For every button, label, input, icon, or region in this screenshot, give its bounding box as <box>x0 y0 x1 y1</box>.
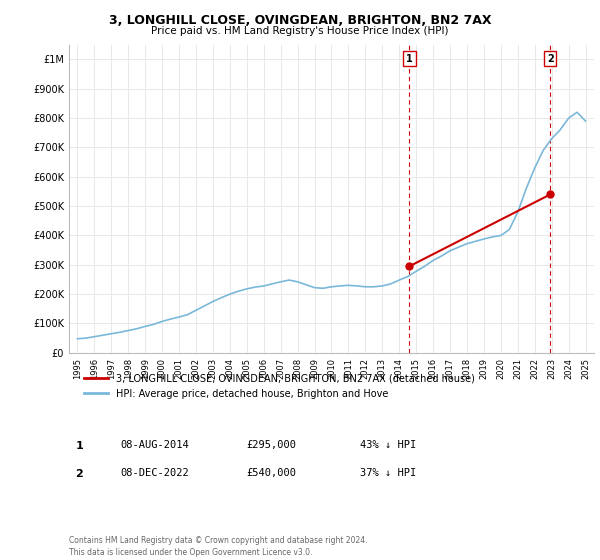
Text: 43% ↓ HPI: 43% ↓ HPI <box>360 440 416 450</box>
Legend: 3, LONGHILL CLOSE, OVINGDEAN, BRIGHTON, BN2 7AX (detached house), HPI: Average p: 3, LONGHILL CLOSE, OVINGDEAN, BRIGHTON, … <box>79 369 480 404</box>
Text: 1: 1 <box>406 54 413 64</box>
Text: 1: 1 <box>76 441 83 451</box>
Text: 2: 2 <box>76 469 83 479</box>
Text: £295,000: £295,000 <box>246 440 296 450</box>
Text: 08-AUG-2014: 08-AUG-2014 <box>120 440 189 450</box>
Point <box>404 262 414 270</box>
Text: Contains HM Land Registry data © Crown copyright and database right 2024.
This d: Contains HM Land Registry data © Crown c… <box>69 536 367 557</box>
Text: £540,000: £540,000 <box>246 468 296 478</box>
Text: 3, LONGHILL CLOSE, OVINGDEAN, BRIGHTON, BN2 7AX: 3, LONGHILL CLOSE, OVINGDEAN, BRIGHTON, … <box>109 14 491 27</box>
Text: 08-DEC-2022: 08-DEC-2022 <box>120 468 189 478</box>
Text: 37% ↓ HPI: 37% ↓ HPI <box>360 468 416 478</box>
Text: Price paid vs. HM Land Registry's House Price Index (HPI): Price paid vs. HM Land Registry's House … <box>151 26 449 36</box>
Text: 2: 2 <box>547 54 554 64</box>
Point <box>545 190 555 199</box>
